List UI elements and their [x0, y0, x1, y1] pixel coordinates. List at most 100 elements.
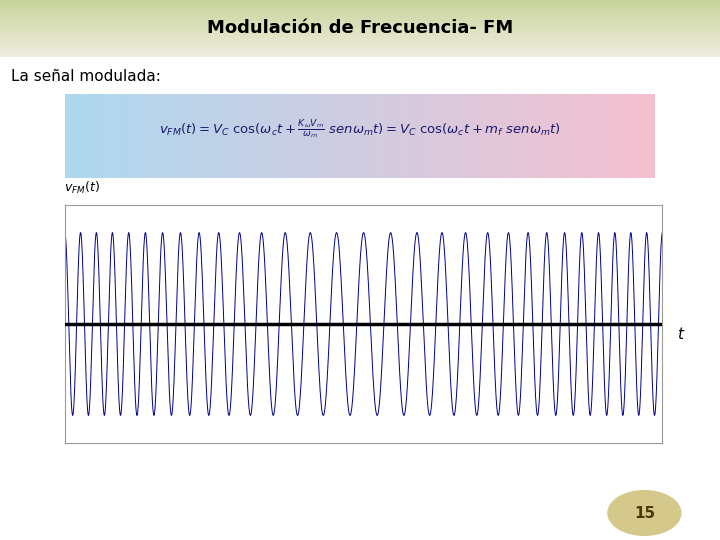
Bar	[433, 94, 437, 178]
Bar	[156, 94, 159, 178]
Bar	[153, 94, 156, 178]
Bar	[572, 94, 575, 178]
Bar	[228, 94, 230, 178]
Bar	[620, 94, 623, 178]
Bar	[124, 94, 127, 178]
Bar	[76, 94, 79, 178]
Bar	[215, 94, 218, 178]
Bar	[274, 94, 277, 178]
Bar	[413, 94, 416, 178]
Bar	[357, 94, 360, 178]
Bar	[242, 94, 245, 178]
Bar	[248, 94, 251, 178]
Bar	[325, 94, 328, 178]
Bar	[174, 94, 177, 178]
Bar	[135, 94, 138, 178]
Bar	[475, 94, 478, 178]
Bar	[289, 94, 292, 178]
Bar	[165, 94, 168, 178]
Bar	[298, 94, 301, 178]
Bar	[224, 94, 228, 178]
Bar	[121, 94, 124, 178]
Bar	[561, 94, 564, 178]
Bar	[637, 94, 641, 178]
Bar	[366, 94, 369, 178]
Bar	[629, 94, 631, 178]
Bar	[549, 94, 552, 178]
Bar	[395, 94, 398, 178]
Bar	[230, 94, 233, 178]
Bar	[492, 94, 496, 178]
Bar	[605, 94, 608, 178]
Bar	[301, 94, 304, 178]
Bar	[292, 94, 295, 178]
Text: 15: 15	[634, 505, 655, 521]
Bar	[201, 94, 204, 178]
Bar	[245, 94, 248, 178]
Bar	[192, 94, 194, 178]
Bar	[381, 94, 384, 178]
Bar	[83, 94, 86, 178]
Bar	[145, 94, 148, 178]
Bar	[390, 94, 392, 178]
Bar	[528, 94, 531, 178]
Bar	[269, 94, 271, 178]
Bar	[236, 94, 239, 178]
Bar	[257, 94, 260, 178]
Bar	[138, 94, 142, 178]
Bar	[467, 94, 469, 178]
Bar	[374, 94, 378, 178]
Bar	[487, 94, 490, 178]
Bar	[634, 94, 637, 178]
Bar	[641, 94, 644, 178]
Text: $v_{FM}(t) = V_C\ \cos(\omega_c t + \frac{K_{\omega}V_m}{\omega_m}\ sen\omega_m : $v_{FM}(t) = V_C\ \cos(\omega_c t + \fra…	[159, 118, 561, 141]
Bar	[239, 94, 242, 178]
Bar	[523, 94, 526, 178]
Bar	[593, 94, 596, 178]
Bar	[410, 94, 413, 178]
Bar	[150, 94, 153, 178]
Bar	[369, 94, 372, 178]
Bar	[71, 94, 73, 178]
Bar	[508, 94, 510, 178]
Bar	[472, 94, 475, 178]
Bar	[440, 94, 443, 178]
Bar	[251, 94, 253, 178]
Bar	[295, 94, 298, 178]
Bar	[65, 94, 68, 178]
Bar	[183, 94, 186, 178]
Bar	[177, 94, 180, 178]
Bar	[307, 94, 310, 178]
Bar	[490, 94, 492, 178]
Text: Modulación de Frecuencia- FM: Modulación de Frecuencia- FM	[207, 19, 513, 37]
Bar	[499, 94, 502, 178]
Bar	[484, 94, 487, 178]
Text: La señal modulada:: La señal modulada:	[11, 70, 161, 84]
Bar	[422, 94, 425, 178]
Bar	[558, 94, 561, 178]
Bar	[260, 94, 263, 178]
Bar	[363, 94, 366, 178]
Bar	[253, 94, 257, 178]
Bar	[162, 94, 165, 178]
Bar	[189, 94, 192, 178]
Bar	[168, 94, 171, 178]
Bar	[351, 94, 354, 178]
Bar	[505, 94, 508, 178]
Bar	[171, 94, 174, 178]
Bar	[564, 94, 567, 178]
Bar	[460, 94, 464, 178]
Bar	[89, 94, 91, 178]
Bar	[73, 94, 76, 178]
Bar	[115, 94, 118, 178]
Bar	[464, 94, 467, 178]
Bar	[204, 94, 207, 178]
Bar	[457, 94, 460, 178]
Bar	[416, 94, 419, 178]
Bar	[130, 94, 132, 178]
Bar	[578, 94, 582, 178]
Bar	[384, 94, 387, 178]
Bar	[186, 94, 189, 178]
Bar	[287, 94, 289, 178]
Bar	[419, 94, 422, 178]
